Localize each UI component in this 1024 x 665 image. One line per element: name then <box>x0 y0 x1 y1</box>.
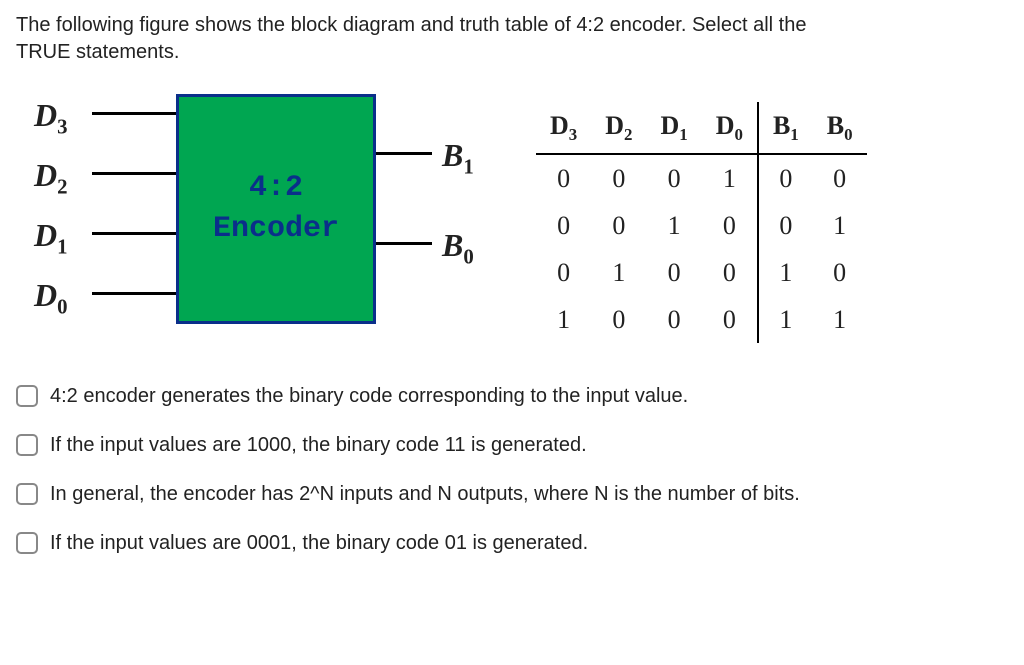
table-header: D2 <box>591 102 646 154</box>
table-cell: 0 <box>702 249 758 296</box>
table-cell: 0 <box>536 202 591 249</box>
option-checkbox-2[interactable] <box>16 483 38 505</box>
table-cell: 1 <box>536 296 591 343</box>
figure-row: 4:2 Encoder D3D2D1D0B1B0 D3D2D1D0B1B0000… <box>16 94 1008 343</box>
output-label-B1: B1 <box>442 134 474 181</box>
option-checkbox-0[interactable] <box>16 385 38 407</box>
table-cell: 1 <box>702 154 758 202</box>
table-row: 001001 <box>536 202 867 249</box>
answer-options: 4:2 encoder generates the binary code co… <box>16 383 1008 557</box>
input-label-D1: D1 <box>34 214 68 261</box>
block-diagram: 4:2 Encoder D3 D2 D1 D0 B1 B0 <box>16 94 496 324</box>
table-cell: 0 <box>813 154 867 202</box>
answer-option: If the input values are 0001, the binary… <box>16 530 836 557</box>
answer-option: In general, the encoder has 2^N inputs a… <box>16 481 836 508</box>
table-cell: 1 <box>646 202 701 249</box>
table-header: B1 <box>758 102 813 154</box>
input-label-D2: D2 <box>34 154 68 201</box>
output-wire-1 <box>376 242 432 245</box>
option-text: If the input values are 1000, the binary… <box>50 432 587 459</box>
table-cell: 0 <box>758 202 813 249</box>
table-cell: 1 <box>813 296 867 343</box>
table-cell: 0 <box>702 296 758 343</box>
input-label-D3: D3 <box>34 94 68 141</box>
table-header: D1 <box>646 102 701 154</box>
table-cell: 0 <box>646 154 701 202</box>
option-text: 4:2 encoder generates the binary code co… <box>50 383 688 410</box>
input-wire-0 <box>92 112 176 115</box>
table-row: 000100 <box>536 154 867 202</box>
table-header: D0 <box>702 102 758 154</box>
input-wire-3 <box>92 292 176 295</box>
table-cell: 0 <box>591 202 646 249</box>
input-wire-2 <box>92 232 176 235</box>
table-cell: 0 <box>536 154 591 202</box>
output-label-B0: B0 <box>442 224 474 271</box>
option-text: In general, the encoder has 2^N inputs a… <box>50 481 800 508</box>
table-row: 010010 <box>536 249 867 296</box>
table-cell: 1 <box>813 202 867 249</box>
answer-option: 4:2 encoder generates the binary code co… <box>16 383 836 410</box>
encoder-box-line1: 4:2 <box>249 170 303 208</box>
table-cell: 0 <box>758 154 813 202</box>
table-header: D3 <box>536 102 591 154</box>
option-checkbox-3[interactable] <box>16 532 38 554</box>
option-text: If the input values are 0001, the binary… <box>50 530 588 557</box>
encoder-box: 4:2 Encoder <box>176 94 376 324</box>
table-cell: 0 <box>591 296 646 343</box>
table-cell: 1 <box>758 296 813 343</box>
output-wire-0 <box>376 152 432 155</box>
answer-option: If the input values are 1000, the binary… <box>16 432 836 459</box>
table-cell: 0 <box>813 249 867 296</box>
input-label-D0: D0 <box>34 274 68 321</box>
encoder-box-line2: Encoder <box>213 211 339 249</box>
table-cell: 1 <box>758 249 813 296</box>
table-cell: 0 <box>646 249 701 296</box>
truth-table: D3D2D1D0B1B0000100001001010010100011 <box>536 102 867 343</box>
input-wire-1 <box>92 172 176 175</box>
option-checkbox-1[interactable] <box>16 434 38 456</box>
question-prompt: The following figure shows the block dia… <box>16 12 836 66</box>
table-cell: 0 <box>702 202 758 249</box>
table-header: B0 <box>813 102 867 154</box>
table-cell: 1 <box>591 249 646 296</box>
table-cell: 0 <box>536 249 591 296</box>
table-cell: 0 <box>591 154 646 202</box>
table-cell: 0 <box>646 296 701 343</box>
table-row: 100011 <box>536 296 867 343</box>
